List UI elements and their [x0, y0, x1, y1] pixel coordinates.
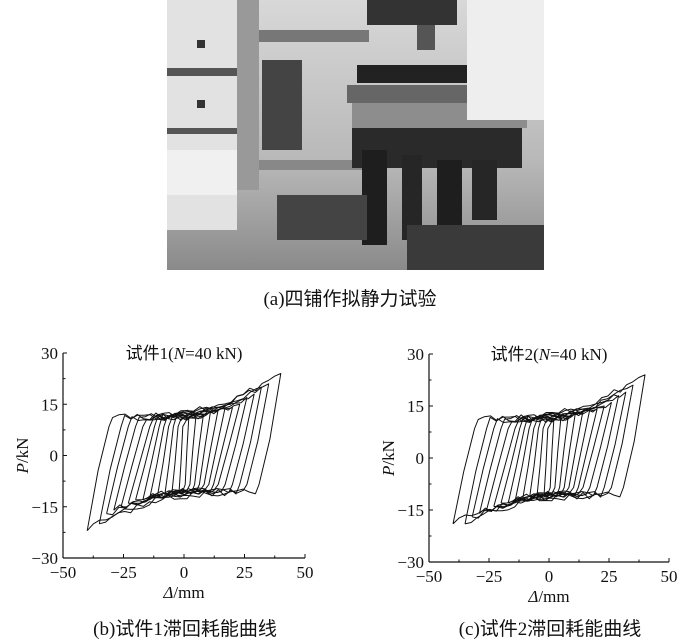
ylabel-part: /kN	[379, 440, 398, 466]
y-tick-label: 30	[41, 344, 58, 363]
title-part: =40 kN)	[185, 344, 242, 363]
y-tick-label: −15	[31, 498, 58, 517]
x-tick-label: −50	[50, 563, 77, 582]
title-part: 试件1(	[126, 344, 174, 363]
caption-a: (a)四铺作拟静力试验	[263, 289, 437, 310]
hysteresis-loop	[543, 417, 555, 498]
y-tick-label: −30	[31, 549, 58, 568]
xlabel-part: /mm	[173, 583, 204, 602]
chart-title: 试件1(N=40 kN)	[126, 344, 243, 363]
hysteresis-loop	[171, 414, 197, 494]
hysteresis-loop	[86, 373, 282, 532]
chart-title: 试件2(N=40 kN)	[491, 345, 608, 364]
hysteresis-loop	[500, 409, 598, 504]
hysteresis-loop	[178, 415, 190, 495]
y-tick-label: 30	[407, 345, 424, 364]
x-tick-label: 25	[236, 563, 253, 582]
xlabel-part: /mm	[538, 587, 569, 606]
hysteresis-loop	[536, 415, 562, 497]
hysteresis-loop	[471, 391, 627, 519]
x-tick-label: 25	[601, 567, 618, 586]
x-tick-label: 50	[297, 563, 314, 582]
x-tick-label: 0	[180, 563, 189, 582]
x-tick-label: −25	[476, 567, 503, 586]
x-tick-label: −25	[110, 563, 137, 582]
hysteresis-loop	[452, 374, 646, 525]
y-tick-label: 15	[41, 395, 58, 414]
xlabel-part: Δ	[527, 587, 538, 606]
y-tick-label: −30	[397, 553, 424, 572]
x-axis-label: Δ/mm	[527, 587, 569, 606]
title-part: =40 kN)	[550, 345, 607, 364]
y-tick-label: 15	[407, 397, 424, 416]
caption-b: (b)试件1滞回耗能曲线	[93, 619, 277, 640]
hysteresis-loop	[135, 407, 233, 501]
y-tick-label: −15	[397, 501, 424, 520]
x-tick-label: 0	[545, 567, 554, 586]
xlabel-part: Δ	[162, 583, 173, 602]
hysteresis-loop	[464, 384, 634, 525]
test-setup-photo	[167, 0, 544, 270]
ylabel-part: P	[13, 463, 32, 474]
title-part: N	[173, 344, 187, 363]
caption-c: (c)试件2滞回耗能曲线	[458, 619, 642, 640]
hysteresis-loop	[529, 415, 569, 498]
y-axis-label: P/kN	[379, 440, 398, 477]
x-tick-label: −50	[416, 567, 443, 586]
title-part: 试件2(	[491, 345, 539, 364]
hysteresis-loop	[98, 383, 270, 525]
x-tick-label: 50	[661, 567, 678, 586]
ylabel-part: /kN	[13, 438, 32, 464]
title-part: N	[538, 345, 552, 364]
ylabel-part: P	[379, 466, 398, 477]
y-tick-label: 0	[50, 447, 59, 466]
y-axis-label: P/kN	[13, 438, 32, 475]
y-tick-label: 0	[416, 449, 425, 468]
x-axis-label: Δ/mm	[162, 583, 204, 602]
hysteresis-loop	[164, 413, 204, 497]
